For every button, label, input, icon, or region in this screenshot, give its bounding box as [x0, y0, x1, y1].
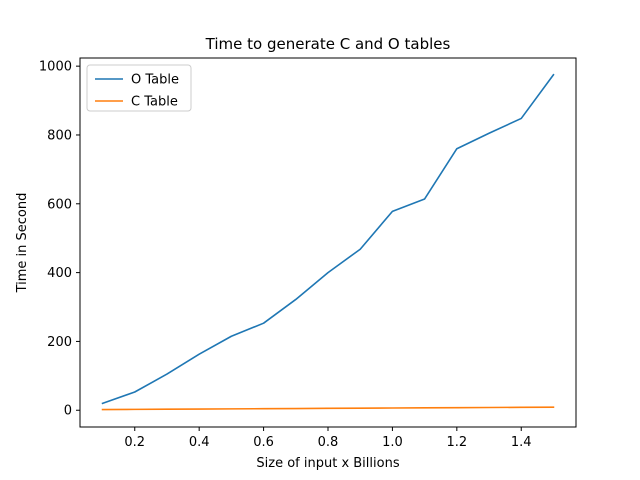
y-tick-label: 600 — [47, 197, 72, 212]
y-axis-label: Time in Second — [15, 193, 30, 294]
y-tick-label: 400 — [47, 266, 72, 281]
series-line-c-table — [101, 406, 555, 411]
x-tick-label: 1.0 — [382, 435, 403, 450]
axes-frame — [79, 57, 577, 428]
legend-label: C Table — [131, 95, 178, 110]
legend-box — [86, 64, 192, 112]
x-tick-label: 1.4 — [511, 435, 532, 450]
series-lines — [101, 73, 555, 411]
y-tick-label: 0 — [64, 404, 72, 419]
chart-title: Time to generate C and O tables — [205, 35, 451, 53]
x-tick-label: 0.8 — [318, 435, 339, 450]
y-tick-label: 200 — [47, 335, 72, 350]
y-axis-ticks: 0 200 400 600 800 1000 — [39, 60, 80, 419]
x-tick-label: 0.2 — [124, 435, 145, 450]
x-tick-label: 0.6 — [253, 435, 274, 450]
x-axis-label: Size of input x Billions — [256, 456, 399, 471]
legend: O Table C Table — [86, 64, 192, 112]
series-line-o-table — [101, 73, 555, 405]
y-tick-label: 800 — [47, 128, 72, 143]
x-axis-ticks: 0.2 0.4 0.6 0.8 1.0 1.2 1.4 — [124, 427, 532, 450]
x-tick-label: 0.4 — [189, 435, 210, 450]
x-tick-label: 1.2 — [446, 435, 467, 450]
y-tick-label: 1000 — [39, 60, 72, 75]
legend-label: O Table — [131, 73, 179, 88]
